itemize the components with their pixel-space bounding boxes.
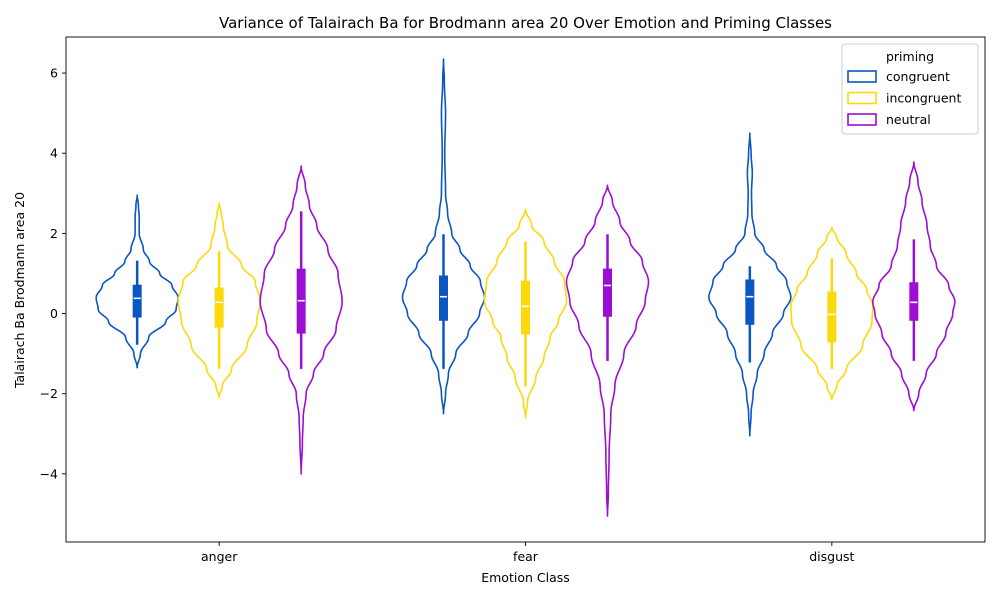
violin-iqr-box xyxy=(909,282,919,321)
y-axis-label: Talairach Ba Brodmann area 20 xyxy=(12,192,27,389)
y-tick-label: −2 xyxy=(40,386,58,401)
violin-congruent-disgust xyxy=(708,132,792,437)
violins-layer xyxy=(95,58,956,517)
y-tick-label: 0 xyxy=(50,306,58,321)
legend-label-incongruent: incongruent xyxy=(886,91,961,106)
legend-label-congruent: congruent xyxy=(886,69,950,84)
y-tick-label: −4 xyxy=(40,466,58,481)
violin-outline xyxy=(177,202,261,399)
legend-swatch-incongruent xyxy=(847,91,877,105)
violin-outline xyxy=(483,208,568,419)
violin-iqr-box xyxy=(214,287,224,328)
legend-title: priming xyxy=(886,49,934,64)
legend: priming congruent incongruent neutral xyxy=(841,43,979,135)
violin-outline xyxy=(708,132,792,437)
violin-outline xyxy=(872,161,956,412)
violin-congruent-anger xyxy=(95,194,179,369)
violin-iqr-box xyxy=(603,268,612,317)
violin-outline xyxy=(401,58,486,415)
violin-iqr-box xyxy=(521,280,530,335)
y-tick-label: 2 xyxy=(50,226,58,241)
violin-outline xyxy=(259,165,343,475)
axes-layer: −4 −2 0 2 4 6 anger fear disgust xyxy=(40,36,986,564)
y-tick-label: 4 xyxy=(50,146,58,161)
violin-iqr-box xyxy=(439,275,448,321)
violin-iqr-box xyxy=(132,284,142,318)
legend-swatch-neutral xyxy=(847,113,877,126)
violin-incongruent-disgust xyxy=(790,226,874,401)
violin-outline xyxy=(565,184,650,517)
violin-iqr-box xyxy=(827,291,837,343)
chart-title: Variance of Talairach Ba for Brodmann ar… xyxy=(219,14,832,32)
y-tick-label: 6 xyxy=(50,66,58,81)
legend-swatch-congruent xyxy=(847,70,877,83)
x-tick-label: disgust xyxy=(809,549,854,564)
violin-outline xyxy=(790,226,874,401)
violin-incongruent-fear xyxy=(483,208,568,419)
legend-label-neutral: neutral xyxy=(886,112,931,127)
violin-congruent-fear xyxy=(401,58,486,415)
violin-neutral-anger xyxy=(259,165,343,475)
violin-iqr-box xyxy=(745,279,755,325)
violin-incongruent-anger xyxy=(177,202,261,399)
legend-box xyxy=(841,43,979,135)
x-tick-label: anger xyxy=(201,549,238,564)
x-axis-label: Emotion Class xyxy=(481,570,570,585)
x-tick-label: fear xyxy=(513,549,539,564)
violin-neutral-disgust xyxy=(872,161,956,412)
violin-neutral-fear xyxy=(565,184,650,517)
violin-outline xyxy=(95,194,179,369)
